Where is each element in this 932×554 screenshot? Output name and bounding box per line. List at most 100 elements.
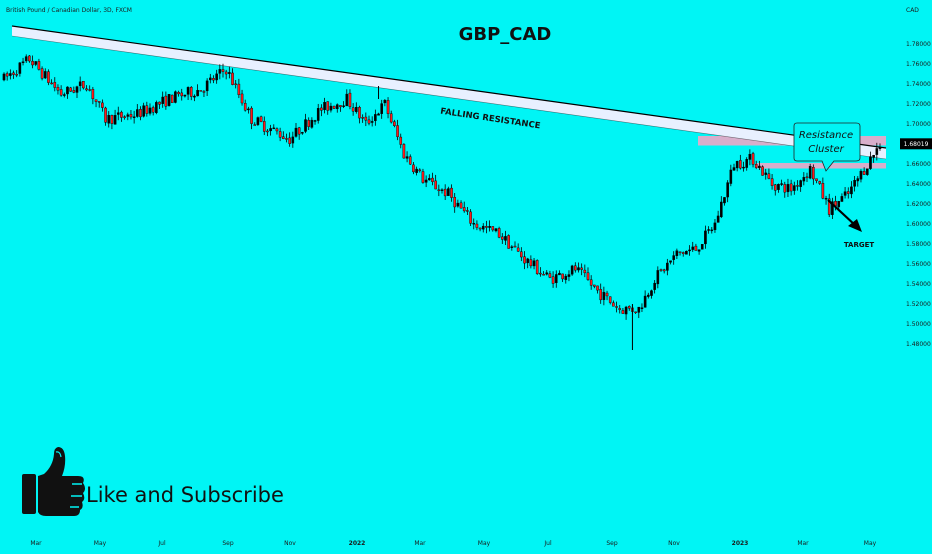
- candle-body: [720, 201, 723, 218]
- candle-body: [535, 260, 539, 274]
- candle-body: [316, 108, 320, 121]
- candle-body: [253, 124, 257, 126]
- candle-body: [174, 91, 177, 103]
- candle-body: [866, 168, 869, 175]
- candle-body: [209, 77, 212, 81]
- target-arrow: [827, 199, 862, 232]
- candle-body: [313, 120, 317, 122]
- candle-body: [335, 104, 339, 110]
- candle-body: [793, 185, 796, 191]
- candle-body: [31, 60, 34, 66]
- candle-body: [767, 173, 771, 179]
- candle-body: [507, 235, 510, 249]
- candle-body: [545, 272, 549, 275]
- candle-body: [228, 72, 231, 74]
- candle-body: [183, 94, 187, 97]
- price-tick-label: 1.74000: [906, 81, 931, 88]
- candle-body: [383, 100, 387, 104]
- candle-body: [94, 99, 98, 102]
- candle-body: [120, 111, 123, 118]
- candle-body: [256, 117, 260, 125]
- candle-body: [151, 107, 155, 113]
- candle-body: [304, 119, 307, 132]
- candle-body: [259, 116, 263, 122]
- candle-body: [453, 197, 456, 208]
- candle-body: [808, 166, 812, 179]
- candle-body: [145, 105, 149, 114]
- candle-body: [608, 296, 612, 303]
- candle-body: [605, 292, 609, 297]
- candle-body: [716, 215, 720, 223]
- resistance-line-bottom: [11, 35, 887, 160]
- candle-body: [47, 71, 50, 83]
- price-tick-label: 1.66000: [906, 161, 931, 168]
- candle-body: [364, 116, 368, 121]
- price-tick-label: 1.64000: [906, 181, 931, 188]
- candle-body: [215, 73, 218, 81]
- candle-body: [28, 55, 31, 62]
- candle-body: [799, 180, 802, 187]
- candle-body: [2, 73, 6, 81]
- candle-body: [447, 188, 450, 196]
- candle-body: [418, 169, 422, 172]
- time-tick-label: Jul: [157, 540, 166, 547]
- time-axis[interactable]: Mar May Jul Sep Nov 2022 Mar May Jul Sep Nov 2023 Ma…: [30, 540, 876, 547]
- price-tick-label: 1.72000: [906, 101, 931, 108]
- candle-body: [101, 102, 104, 108]
- candle-body: [694, 245, 698, 251]
- zone-target: [756, 163, 886, 169]
- candle-body: [266, 130, 269, 133]
- candle-body: [269, 128, 272, 132]
- price-axis[interactable]: 1.78000 1.76000 1.74000 1.72000 1.70000 1.680…: [906, 41, 931, 348]
- candle-body: [497, 228, 501, 238]
- candle-body: [789, 183, 793, 192]
- target-arrow-head: [848, 219, 862, 232]
- candle-body: [469, 211, 472, 224]
- resistance-cluster-callout: Resistance Cluster: [793, 122, 861, 172]
- candle-body: [50, 82, 53, 85]
- candle-body: [243, 103, 247, 111]
- candle-body: [802, 177, 806, 182]
- candle-body: [818, 181, 821, 184]
- candle-body: [650, 290, 653, 296]
- price-tag-background: [900, 138, 932, 150]
- candle-body: [288, 137, 291, 144]
- candle-body: [189, 87, 193, 97]
- candle-body: [15, 73, 18, 76]
- candle-body: [599, 289, 602, 301]
- candle-body: [332, 105, 336, 109]
- callout-line-1: Resistance: [799, 130, 853, 141]
- candle-body: [408, 156, 412, 165]
- candle-body: [783, 184, 787, 193]
- candle-body: [386, 100, 390, 114]
- price-tick-label: 1.50000: [906, 321, 931, 328]
- candle-body: [732, 167, 736, 171]
- candle-body: [843, 191, 847, 196]
- candle-body: [494, 228, 498, 232]
- candle-body: [59, 89, 63, 96]
- thumbs-up-icon[interactable]: [22, 447, 85, 516]
- candle-body: [380, 103, 383, 114]
- candle-body: [796, 185, 799, 187]
- candle-body: [859, 170, 863, 180]
- candle-body: [624, 306, 628, 315]
- time-tick-label: 2022: [349, 540, 366, 547]
- candle-body: [297, 127, 301, 135]
- candle-body: [672, 255, 675, 260]
- candle-body: [850, 186, 853, 195]
- candle-body: [339, 105, 342, 108]
- candle-body: [520, 251, 523, 258]
- candle-body: [69, 87, 72, 92]
- candle-body: [513, 245, 517, 248]
- like-subscribe[interactable]: Like and Subscribe: [22, 447, 284, 516]
- time-tick-label: Mar: [414, 540, 426, 547]
- candle-body: [424, 179, 428, 183]
- candle-body: [180, 92, 184, 97]
- time-tick-label: Nov: [668, 540, 680, 547]
- candle-body: [548, 273, 552, 278]
- candle-body: [666, 262, 669, 271]
- candle-body: [75, 86, 79, 93]
- candle-body: [637, 306, 641, 313]
- candle-body: [361, 117, 364, 119]
